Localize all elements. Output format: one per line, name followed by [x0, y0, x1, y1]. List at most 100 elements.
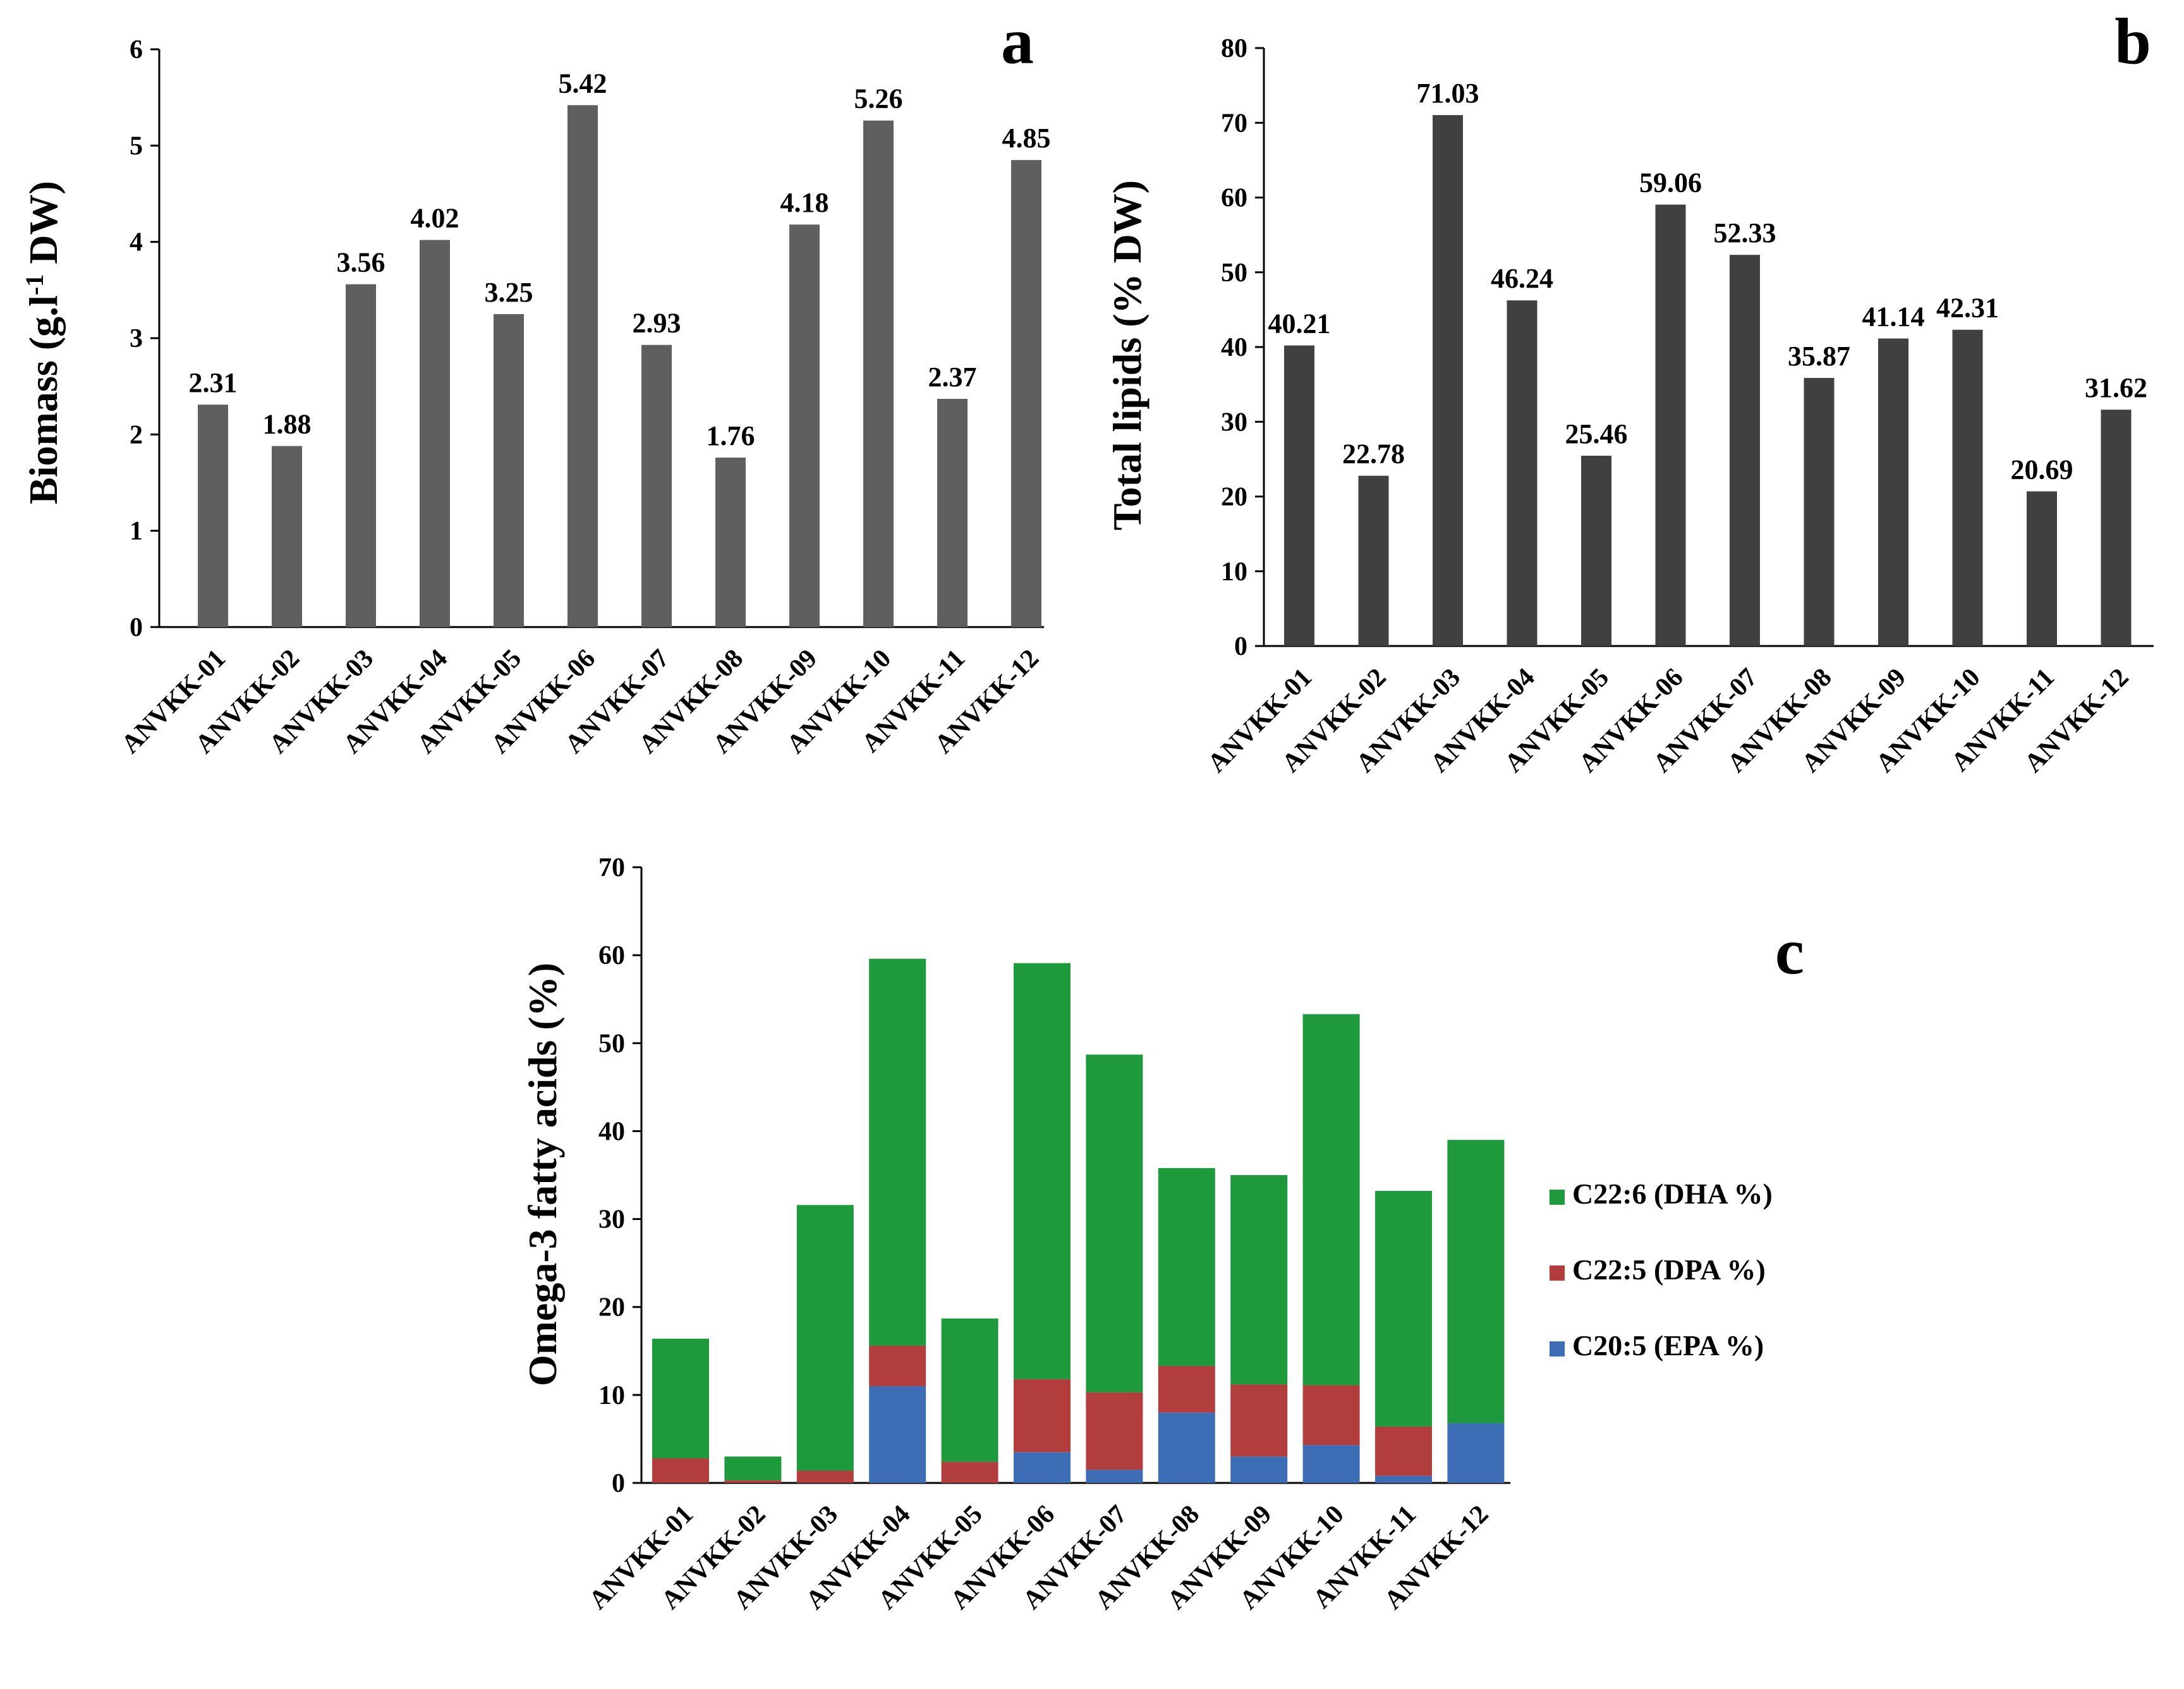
- chart-c-bar-segment: [1302, 1014, 1360, 1386]
- chart-a-value-label: 3.25: [485, 277, 533, 308]
- chart-c-y-tick-label: 60: [598, 941, 625, 970]
- chart-a-bar: [346, 284, 376, 627]
- chart-a-bar: [863, 120, 894, 627]
- chart-a-bar: [494, 314, 524, 627]
- chart-c-bar-segment: [869, 958, 926, 1346]
- chart-b-value-label: 41.14: [1862, 302, 1925, 332]
- chart-c-omega3: c Omega-3 fatty acids (%) C22:6 (DHA %)C…: [520, 853, 1804, 1615]
- chart-b-value-label: 35.87: [1788, 341, 1850, 372]
- chart-a-bar: [272, 446, 302, 627]
- chart-c-y-axis-label: Omega-3 fatty acids (%): [520, 963, 565, 1386]
- chart-a-biomass: a Biomass (g.l-1 DW) 01234562.31ANVKK-01…: [20, 5, 1051, 759]
- chart-c-bar-segment: [1230, 1456, 1288, 1483]
- chart-b-y-tick-label: 80: [1221, 34, 1247, 63]
- chart-a-y-tick-label: 4: [130, 228, 143, 257]
- chart-a-y-axis-label: Biomass (g.l-1 DW): [20, 181, 66, 504]
- chart-c-bar-segment: [1158, 1412, 1215, 1483]
- chart-c-bar-segment: [724, 1456, 782, 1480]
- chart-b-y-axis-label: Total lipids (% DW): [1105, 180, 1150, 530]
- chart-b-bar: [1358, 475, 1389, 646]
- chart-a-bar: [715, 457, 746, 627]
- chart-c-bar-segment: [1014, 1452, 1071, 1483]
- chart-a-bar: [937, 398, 968, 627]
- chart-c-y-tick-label: 30: [598, 1205, 625, 1235]
- chart-a-bar: [641, 345, 672, 627]
- chart-a-value-label: 5.26: [854, 83, 903, 114]
- chart-c-y-tick-label: 40: [598, 1117, 625, 1146]
- chart-c-bar-segment: [1158, 1168, 1215, 1366]
- chart-b-bar: [1284, 345, 1314, 646]
- chart-a-value-label: 4.18: [780, 187, 829, 218]
- chart-a-value-label: 4.02: [411, 203, 459, 234]
- chart-c-bar-segment: [1158, 1365, 1215, 1413]
- chart-a-bar: [567, 105, 598, 627]
- chart-c-bar-segment: [941, 1461, 998, 1483]
- chart-b-y-tick-label: 60: [1221, 184, 1247, 213]
- chart-c-bar-segment: [1014, 963, 1071, 1379]
- chart-c-legend-label: C22:6 (DHA %): [1572, 1178, 1773, 1210]
- chart-c-legend-label: C22:5 (DPA %): [1572, 1253, 1766, 1286]
- chart-a-value-label: 2.31: [189, 367, 238, 398]
- chart-c-bar-segment: [1086, 1392, 1143, 1470]
- chart-c-bar-segment: [796, 1470, 854, 1483]
- chart-c-bar-segment: [1375, 1191, 1432, 1427]
- chart-c-bar-segment: [869, 1345, 926, 1386]
- chart-b-panel-label: b: [2114, 5, 2151, 78]
- chart-a-value-label: 5.42: [559, 68, 607, 99]
- chart-b-y-tick-label: 50: [1221, 259, 1247, 288]
- chart-c-bar-segment: [869, 1386, 926, 1483]
- chart-c-y-tick-label: 50: [598, 1029, 625, 1058]
- chart-c-bar-segment: [1375, 1426, 1432, 1476]
- chart-a-y-tick-label: 6: [130, 35, 143, 64]
- chart-a-bar: [789, 224, 820, 627]
- chart-c-bar-segment: [1014, 1379, 1071, 1453]
- chart-c-y-tick-label: 70: [598, 853, 625, 882]
- chart-c-bar-segment: [652, 1338, 709, 1459]
- chart-b-bar: [2027, 491, 2057, 646]
- chart-b-y-tick-label: 40: [1221, 333, 1247, 362]
- chart-b-bar: [1804, 377, 1835, 646]
- chart-c-bar-segment: [1447, 1140, 1505, 1424]
- chart-c-legend-swatch: [1550, 1265, 1565, 1281]
- chart-b-value-label: 25.46: [1565, 418, 1628, 449]
- chart-c-bar-segment: [1230, 1384, 1288, 1457]
- chart-b-value-label: 59.06: [1639, 168, 1702, 198]
- chart-b-bar: [1730, 255, 1760, 646]
- chart-a-bar: [1011, 160, 1041, 627]
- chart-c-legend: C22:6 (DHA %) C22:5 (DPA %) C20:5 (EPA %): [1550, 1178, 1773, 1362]
- chart-b-total-lipids: b Total lipids (% DW) 0 10 20 30 40 50 60 70 80 4…: [1105, 5, 2154, 778]
- chart-c-legend-swatch: [1550, 1190, 1565, 1205]
- chart-b-bar: [1952, 329, 1983, 646]
- chart-c-bar-segment: [1447, 1423, 1505, 1483]
- chart-a-value-label: 1.76: [707, 420, 755, 451]
- chart-c-y-tick-label: 10: [598, 1381, 625, 1410]
- chart-c-bar-segment: [1302, 1385, 1360, 1446]
- chart-a-y-tick-label: 2: [130, 420, 143, 449]
- chart-c-bar-segment: [796, 1205, 854, 1471]
- chart-a-value-label: 1.88: [263, 409, 312, 440]
- chart-a-y-tick-label: 0: [130, 613, 143, 642]
- chart-b-y-tick-label: 30: [1221, 408, 1247, 437]
- chart-a-y-tick-label: 3: [130, 324, 143, 353]
- chart-c-bar-segment: [1302, 1445, 1360, 1483]
- chart-c-bar-segment: [941, 1318, 998, 1462]
- chart-b-value-label: 71.03: [1417, 78, 1479, 109]
- chart-b-y-tick-label: 0: [1234, 632, 1247, 661]
- chart-b-value-label: 40.21: [1268, 308, 1331, 339]
- chart-c-bar-segment: [724, 1480, 782, 1483]
- chart-b-bar: [1655, 204, 1686, 647]
- chart-a-value-label: 2.93: [633, 308, 681, 339]
- chart-b-y-tick-label: 70: [1221, 109, 1247, 138]
- chart-c-bar-segment: [652, 1458, 709, 1483]
- chart-b-value-label: 20.69: [2011, 454, 2073, 485]
- chart-a-value-label: 4.85: [1002, 123, 1051, 154]
- chart-a-value-label: 3.56: [337, 247, 385, 278]
- chart-a-y-tick-label: 1: [130, 517, 143, 546]
- chart-c-bar-segment: [1086, 1054, 1143, 1393]
- chart-b-value-label: 46.24: [1491, 263, 1553, 294]
- chart-c-y-tick-label: 0: [612, 1469, 625, 1498]
- chart-b-bar: [1581, 455, 1611, 646]
- chart-b-bar: [2101, 410, 2132, 646]
- chart-b-bar: [1507, 300, 1538, 646]
